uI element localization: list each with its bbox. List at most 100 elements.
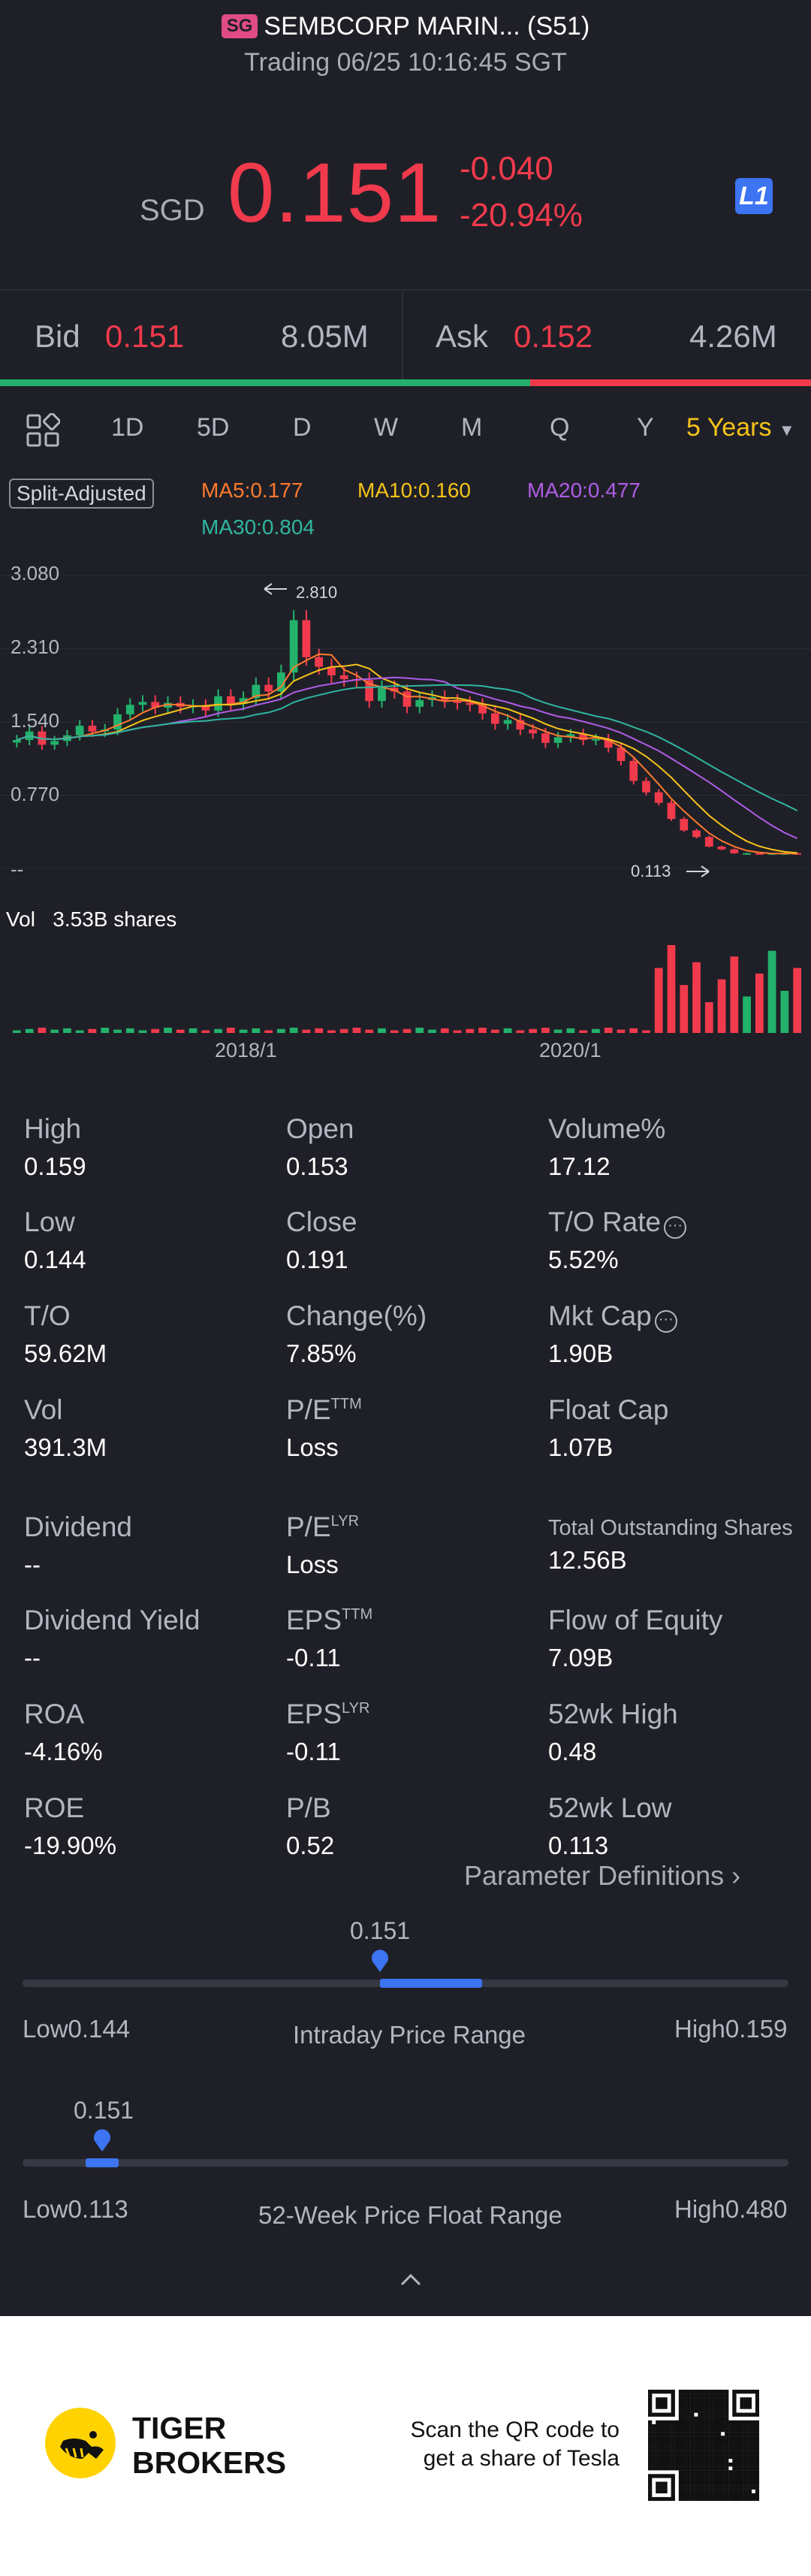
volume-bar: [667, 945, 676, 1033]
volume-bar: [101, 1027, 110, 1033]
candle-body: [402, 691, 412, 707]
ma30-line: [17, 684, 798, 811]
stat-label: Close: [286, 1206, 357, 1237]
stat-label-superscript: TTM: [330, 1396, 362, 1412]
candle-body: [164, 702, 172, 708]
volume-bar: [164, 1027, 172, 1033]
volume-bar: [453, 1030, 462, 1033]
tab-week[interactable]: W: [374, 413, 399, 442]
candle-body: [743, 853, 751, 855]
volume-bar: [466, 1028, 475, 1033]
candle-body: [654, 792, 663, 803]
stat-label: Total Outstanding Shares: [548, 1516, 793, 1540]
stat-value: 1.07B: [548, 1433, 614, 1461]
bid-ratio-bar: [0, 379, 530, 386]
tab-quarter[interactable]: Q: [550, 413, 570, 442]
candle-body: [680, 819, 689, 831]
stat-value: Loss: [286, 1551, 339, 1578]
tab-day[interactable]: D: [293, 413, 312, 442]
volume-bar: [50, 1029, 59, 1033]
chevron-right-icon: ›: [731, 1860, 741, 1891]
tab-5-years[interactable]: 5 Years ▼: [686, 413, 795, 442]
week52-marker-icon: [94, 2129, 111, 2152]
candle-body: [138, 702, 147, 705]
bid-size: 8.05M: [281, 319, 369, 354]
volume-bar: [302, 1029, 311, 1033]
stat-label-with-info[interactable]: T/O Rate ···: [548, 1206, 687, 1239]
volume-bar: [704, 1002, 713, 1033]
volume-bar: [339, 1028, 348, 1033]
volume-bar: [617, 1029, 626, 1033]
tab-month[interactable]: M: [461, 413, 483, 442]
info-icon[interactable]: ···: [654, 1310, 677, 1333]
week52-range-title: 52-Week Price Float Range: [258, 2201, 562, 2229]
x-tick: 2020/1: [539, 1039, 601, 1062]
tab-5d[interactable]: 5D: [197, 413, 230, 442]
tab-year[interactable]: Y: [637, 413, 654, 442]
intraday-range-fill: [380, 1979, 483, 1988]
ask-ratio-bar: [530, 379, 811, 386]
stat-label: Dividend Yield: [24, 1605, 200, 1635]
stat-label: High: [24, 1113, 82, 1144]
volume-bar: [63, 1028, 71, 1033]
candle-body: [264, 684, 273, 692]
volume-bar: [541, 1027, 550, 1033]
volume-bar: [315, 1028, 324, 1033]
candle-body: [692, 830, 701, 838]
chevron-up-icon[interactable]: [399, 2269, 422, 2291]
stat-value: 0.52: [286, 1832, 335, 1859]
volume-bar: [780, 990, 789, 1033]
stat-value: 0.153: [286, 1152, 348, 1180]
ask-price: 0.152: [514, 319, 593, 354]
candle-body: [339, 675, 348, 680]
stat-label: EPS: [286, 1699, 342, 1729]
volume-bar: [378, 1028, 386, 1033]
volume-bar: [176, 1029, 185, 1033]
volume-bar: [264, 1030, 273, 1033]
intraday-current: 0.151: [350, 1917, 411, 1944]
low-annotation: 0.113: [631, 862, 671, 880]
candle-body: [302, 620, 311, 657]
volume-bar: [13, 1030, 21, 1033]
x-tick: 2018/1: [215, 1039, 277, 1062]
candle-body: [793, 853, 801, 855]
volume-bar: [415, 1027, 424, 1033]
week52-range-track: [23, 2159, 788, 2167]
volume-bar: [629, 1028, 638, 1033]
candle-body: [252, 684, 261, 699]
candle-body: [516, 720, 525, 730]
volume-bar: [566, 1028, 575, 1033]
parameter-definitions-link[interactable]: Parameter Definitions ›: [464, 1860, 740, 1892]
volume-bar: [604, 1027, 613, 1033]
brand-name-line2: BROKERS: [132, 2445, 287, 2480]
info-icon[interactable]: ···: [664, 1216, 687, 1239]
stat-label: Dividend: [24, 1511, 132, 1542]
volume-bar: [88, 1028, 97, 1033]
volume-bar: [529, 1028, 537, 1033]
split-adjusted-toggle[interactable]: Split-Adjusted: [9, 479, 154, 509]
candle-body: [566, 734, 575, 738]
candle-body: [289, 620, 298, 673]
low-arrow-icon: [686, 865, 710, 877]
tab-1d[interactable]: 1D: [111, 413, 144, 442]
stat-label: Open: [286, 1113, 354, 1144]
volume-bar: [277, 1028, 285, 1033]
stat-label: T/O: [24, 1300, 71, 1331]
volume-bar: [717, 979, 726, 1033]
candle-body: [50, 741, 59, 745]
tab-5-years-label: 5 Years: [686, 413, 772, 442]
price-change-percent: -20.94%: [460, 197, 583, 234]
candle-body: [365, 680, 374, 702]
candle-body: [478, 705, 487, 714]
stat-value: 0.113: [548, 1832, 609, 1859]
chart-layout-icon[interactable]: [26, 413, 60, 448]
stat-label-with-info[interactable]: Mkt Cap ···: [548, 1300, 677, 1333]
stat-value: 59.62M: [24, 1339, 107, 1367]
stat-value: -19.90%: [24, 1832, 116, 1859]
candle-body: [113, 714, 122, 730]
candle-body: [604, 738, 613, 748]
volume-bar: [440, 1028, 449, 1033]
candle-body: [704, 837, 713, 847]
level1-quote-icon[interactable]: L1: [735, 178, 773, 214]
candlestick-chart[interactable]: [0, 548, 811, 1044]
